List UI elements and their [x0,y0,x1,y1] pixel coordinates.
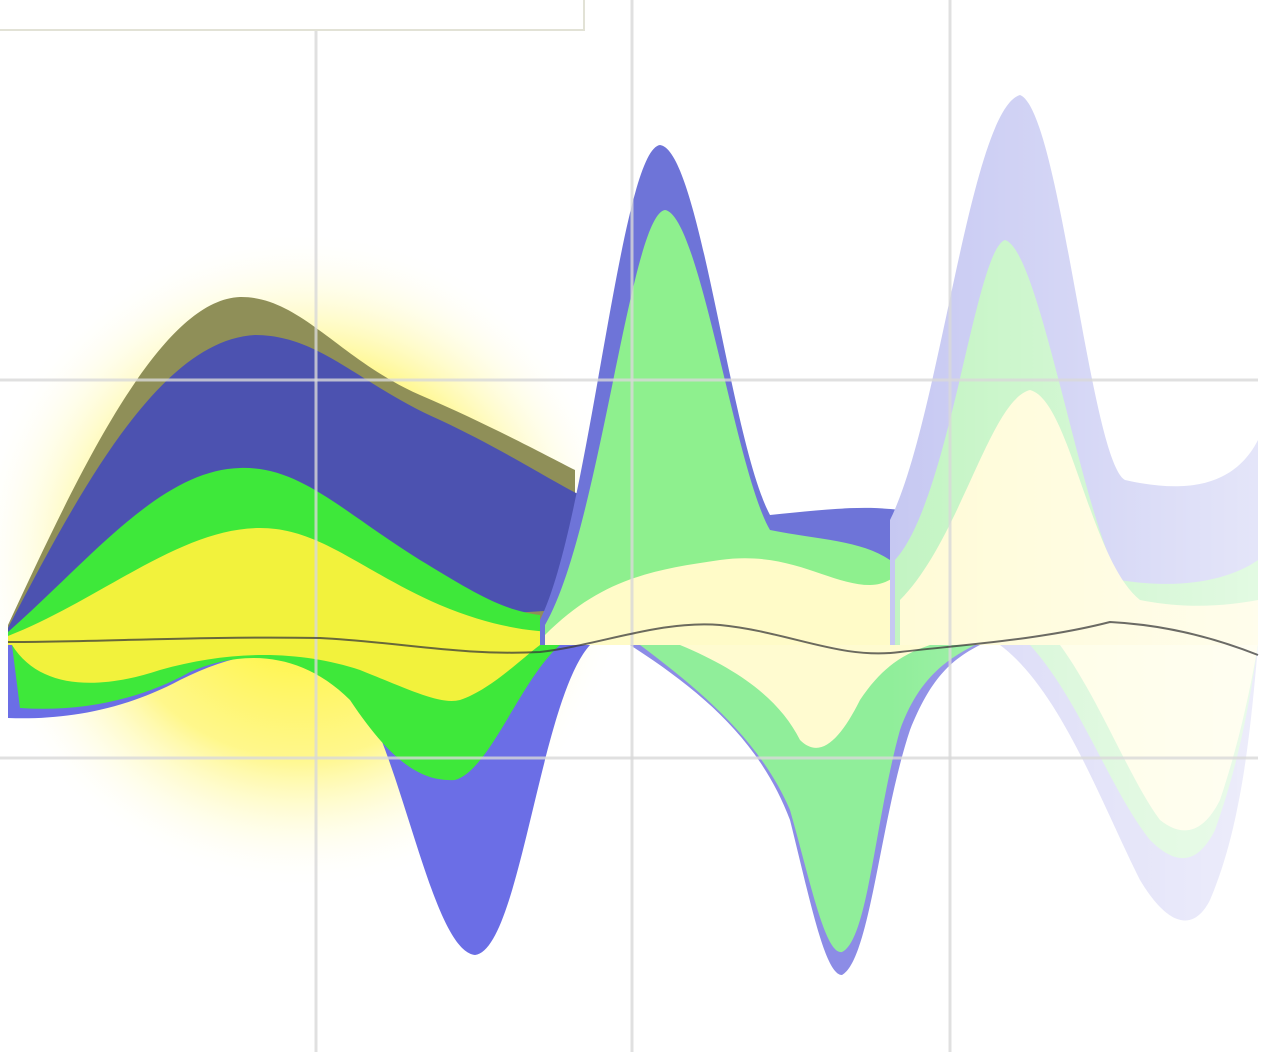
fade-overlay [0,0,1271,1052]
stream-graphic [0,0,1271,1052]
page [0,0,1271,1052]
top-box [0,0,584,30]
